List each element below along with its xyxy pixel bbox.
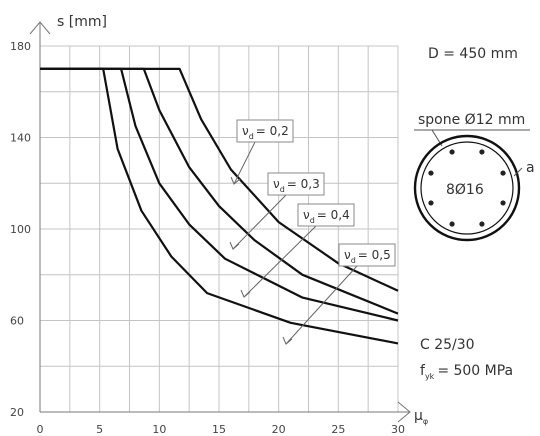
curves <box>40 67 399 345</box>
series-label-arrow <box>240 289 251 298</box>
series-label-leader <box>285 265 358 345</box>
series-label-value: = 0,5 <box>358 248 391 262</box>
y-axis-label: s [mm] <box>57 14 107 30</box>
series-label-1: νd = 0,2 <box>242 124 289 141</box>
rebar-dot <box>428 200 434 206</box>
series-line-2 <box>40 67 399 315</box>
axes <box>29 21 411 423</box>
steel-label: fyk = 500 MPa <box>420 363 513 381</box>
y-tick-label: 100 <box>10 223 31 236</box>
x-tick-label: 0 <box>37 423 44 436</box>
diameter-label: D = 450 mm <box>428 46 518 62</box>
rebar-dot <box>449 221 455 227</box>
column-stirrup-circle <box>420 141 514 235</box>
rebar-dots <box>428 149 506 227</box>
x-tick-label: 15 <box>212 423 226 436</box>
x-tick-label: 30 <box>391 423 405 436</box>
series-label-subscript: d <box>249 132 254 141</box>
series-labels: νd = 0,2νd = 0,3νd = 0,4νd = 0,5 <box>229 119 396 345</box>
series-label-3: νd = 0,4 <box>303 208 350 225</box>
series-label-symbol: ν <box>303 208 310 222</box>
series-label-4: νd = 0,5 <box>344 248 391 265</box>
x-tick-label: 25 <box>331 423 345 436</box>
series-label-arrow <box>282 336 293 345</box>
y-tick-label: 20 <box>10 406 24 419</box>
series-label-symbol: ν <box>242 124 249 138</box>
series-line-1 <box>40 67 399 292</box>
steel-subscript: yk <box>425 372 435 381</box>
x-axis-subscript: φ <box>423 417 428 426</box>
series-label-symbol: ν <box>344 248 351 262</box>
series-label-leader <box>243 225 317 298</box>
series-label-arrow <box>230 176 241 185</box>
series-label-arrow <box>229 241 240 250</box>
steel-value: = 500 MPa <box>437 363 513 379</box>
series-label-2: νd = 0,3 <box>273 177 320 194</box>
series-label-value: = 0,3 <box>287 177 320 191</box>
grid <box>40 45 399 412</box>
rebar-dot <box>479 221 485 227</box>
rebar-dot <box>500 200 506 206</box>
x-axis-arrow <box>397 401 411 423</box>
y-tick-label: 140 <box>10 132 31 145</box>
x-tick-label: 20 <box>272 423 286 436</box>
y-tick-label: 60 <box>10 315 24 328</box>
x-axis-label: μφ <box>414 408 428 426</box>
y-tick-label: 180 <box>10 40 31 53</box>
stirrups-label: spone Ø12 mm <box>418 112 525 128</box>
steel-symbol: f <box>420 363 426 379</box>
series-label-leader <box>232 194 287 250</box>
column-section <box>413 134 521 242</box>
series-label-subscript: d <box>280 185 285 194</box>
series-label-box <box>267 172 325 196</box>
cover-pointer <box>513 167 523 177</box>
series-line-3 <box>40 67 399 322</box>
rebar-dot <box>428 170 434 176</box>
rebar-dot <box>479 149 485 155</box>
series-label-subscript: d <box>351 256 356 265</box>
cover-label: a <box>526 160 535 176</box>
rebar-dot <box>500 170 506 176</box>
series-label-box <box>297 203 355 227</box>
tick-labels: 0 5 10 15 20 25 30 20 60 100 140 180 <box>10 40 405 436</box>
x-tick-label: 5 <box>96 423 103 436</box>
series-label-value: = 0,2 <box>256 124 289 138</box>
series-label-symbol: ν <box>273 177 280 191</box>
series-label-subscript: d <box>310 216 315 225</box>
column-outer-circle <box>413 134 521 242</box>
series-label-value: = 0,4 <box>317 208 350 222</box>
rebar-label: 8Ø16 <box>446 182 484 198</box>
y-axis-arrow <box>29 21 51 35</box>
concrete-label: C 25/30 <box>420 337 475 353</box>
rebar-dot <box>449 149 455 155</box>
series-label-leader <box>233 141 256 185</box>
series-label-box <box>236 119 294 143</box>
x-tick-label: 10 <box>152 423 166 436</box>
x-axis-symbol: μ <box>414 408 423 424</box>
series-line-4 <box>40 67 399 345</box>
series-label-box <box>338 243 396 267</box>
